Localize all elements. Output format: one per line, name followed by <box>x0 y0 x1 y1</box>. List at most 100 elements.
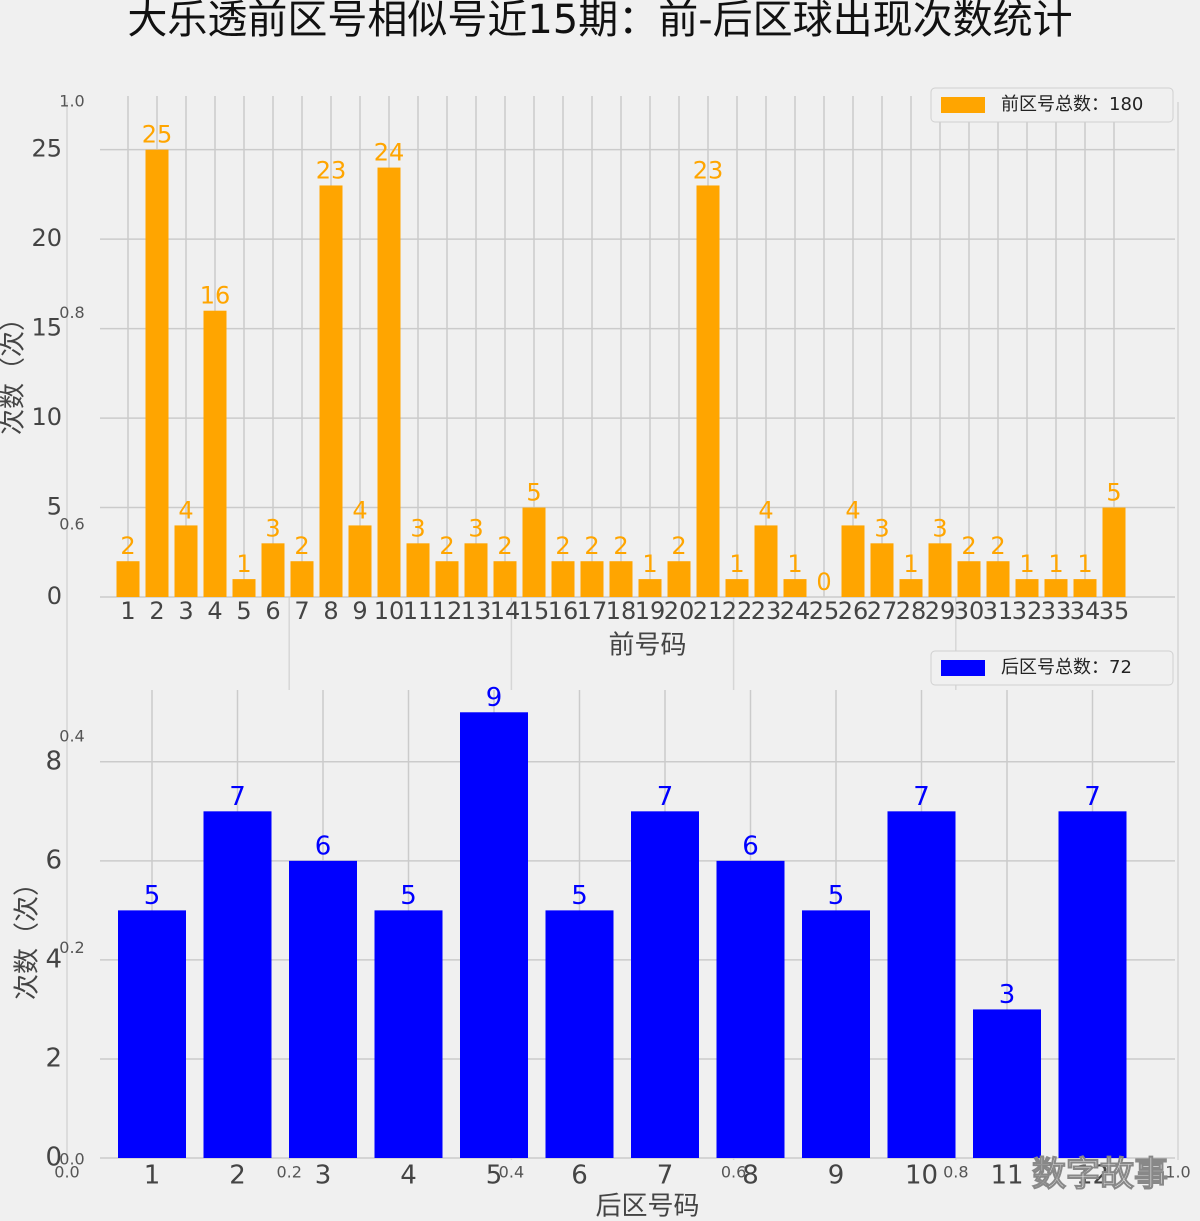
x-tick-label: 31 <box>983 597 1014 625</box>
x-tick-label: 9 <box>352 597 367 625</box>
x-tick-label: 9 <box>828 1161 845 1191</box>
bar <box>406 543 430 597</box>
x-tick-label: 10 <box>374 597 405 625</box>
x-tick-label: 2 <box>229 1161 246 1191</box>
x-tick-label: 11 <box>990 1161 1023 1191</box>
bar <box>551 561 575 597</box>
value-label: 2 <box>555 532 570 560</box>
bar <box>460 712 528 1158</box>
bar <box>118 910 186 1158</box>
ghost-x-tick-label: 0.0 <box>54 1163 79 1182</box>
y-tick-label: 4 <box>45 944 62 974</box>
ghost-x-tick-label: 0.4 <box>499 1163 524 1182</box>
value-label: 3 <box>874 514 889 542</box>
bar <box>841 525 865 597</box>
bar <box>609 561 633 597</box>
chart-title: 大乐透前区号相似号近15期：前-后区球出现次数统计 <box>127 0 1072 43</box>
bar <box>725 579 749 597</box>
x-tick-label: 1 <box>144 1161 161 1191</box>
x-tick-label: 8 <box>742 1161 759 1191</box>
legend-label: 后区号总数：72 <box>1001 657 1132 678</box>
value-label: 23 <box>693 156 724 184</box>
ghost-y-tick-label: 0.8 <box>59 303 84 322</box>
bar <box>957 561 981 597</box>
legend-label: 前区号总数：180 <box>1001 94 1143 115</box>
bar <box>289 860 357 1158</box>
x-tick-label: 7 <box>294 597 309 625</box>
value-label: 2 <box>584 532 599 560</box>
bar <box>203 310 227 597</box>
value-label: 4 <box>352 496 367 524</box>
x-axis-title: 后区号码 <box>595 1192 699 1221</box>
value-label: 3 <box>265 514 280 542</box>
value-label: 5 <box>526 479 541 507</box>
ghost-x-tick-label: 0.6 <box>721 1163 746 1182</box>
bar <box>973 1009 1041 1158</box>
x-tick-label: 7 <box>657 1161 674 1191</box>
bar <box>1073 579 1097 597</box>
value-label: 6 <box>742 831 759 861</box>
x-tick-label: 14 <box>490 597 521 625</box>
value-label: 1 <box>787 550 802 578</box>
x-tick-label: 17 <box>577 597 608 625</box>
x-tick-label: 3 <box>315 1161 332 1191</box>
value-label: 5 <box>144 881 161 911</box>
x-tick-label: 12 <box>1076 1161 1109 1191</box>
value-label: 1 <box>1077 550 1092 578</box>
bar <box>783 579 807 597</box>
y-axis-title: 次数（次） <box>0 305 29 435</box>
value-label: 5 <box>1106 479 1121 507</box>
bar <box>116 561 140 597</box>
x-axis-title: 前号码 <box>608 631 686 661</box>
y-axis-title: 次数（次） <box>13 870 43 1000</box>
bar <box>802 910 870 1158</box>
value-label: 25 <box>142 121 173 149</box>
value-label: 7 <box>657 782 674 812</box>
x-tick-label: 18 <box>606 597 637 625</box>
legend-box <box>930 650 1174 686</box>
bar <box>377 167 401 598</box>
y-tick-label: 2 <box>45 1043 62 1073</box>
bar <box>493 561 517 597</box>
value-label: 7 <box>1084 782 1101 812</box>
bar <box>870 543 894 597</box>
bar <box>1015 579 1039 597</box>
ghost-y-tick-label: 0.4 <box>59 726 84 745</box>
value-label: 3 <box>468 514 483 542</box>
x-tick-label: 24 <box>780 597 811 625</box>
value-label: 5 <box>828 881 845 911</box>
value-label: 1 <box>903 550 918 578</box>
bar <box>545 910 614 1158</box>
value-label: 9 <box>486 683 503 713</box>
bar <box>899 579 923 597</box>
value-label: 16 <box>200 282 231 310</box>
x-tick-label: 34 <box>1070 597 1101 625</box>
value-label: 3 <box>932 514 947 542</box>
x-tick-label: 13 <box>461 597 492 625</box>
bar <box>319 185 343 597</box>
bar <box>435 561 459 597</box>
value-label: 2 <box>961 532 976 560</box>
x-tick-label: 22 <box>722 597 753 625</box>
value-label: 2 <box>294 532 309 560</box>
y-tick-label: 0 <box>47 582 62 610</box>
x-tick-label: 15 <box>519 597 550 625</box>
value-label: 2 <box>613 532 628 560</box>
bar <box>696 185 720 597</box>
value-label: 2 <box>120 532 135 560</box>
x-tick-label: 16 <box>548 597 579 625</box>
x-tick-label: 23 <box>751 597 782 625</box>
bar <box>667 561 691 597</box>
value-label: 1 <box>642 550 657 578</box>
value-label: 6 <box>315 831 332 861</box>
bar <box>580 561 604 597</box>
value-label: 24 <box>374 139 405 167</box>
value-label: 1 <box>236 550 251 578</box>
x-tick-label: 25 <box>809 597 840 625</box>
bar <box>716 860 785 1158</box>
value-label: 1 <box>729 550 744 578</box>
value-label: 1 <box>1048 550 1063 578</box>
x-tick-label: 28 <box>896 597 927 625</box>
value-label: 5 <box>571 881 588 911</box>
value-label: 4 <box>758 496 773 524</box>
